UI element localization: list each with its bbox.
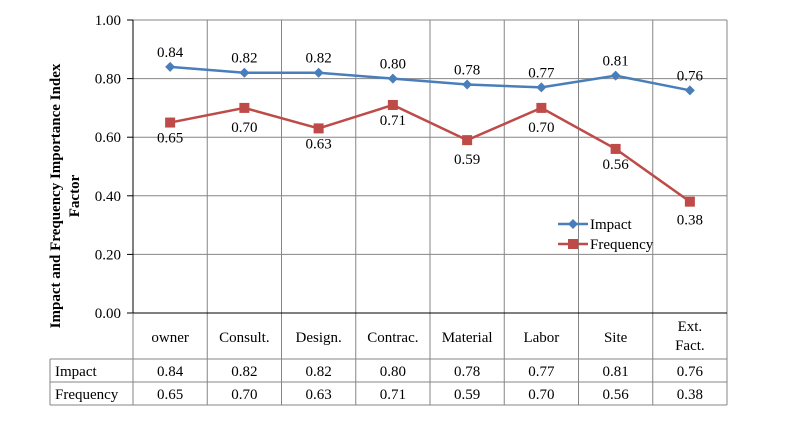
point-frequency: [165, 118, 175, 128]
data-label-frequency: 0.65: [157, 131, 183, 147]
table-cell: 0.81: [603, 364, 629, 380]
y-tick-label: 0.00: [95, 306, 121, 322]
data-label-impact: 0.76: [677, 68, 704, 84]
data-label-impact: 0.82: [306, 51, 332, 67]
point-frequency: [611, 144, 621, 154]
point-frequency: [388, 100, 398, 110]
data-label-impact: 0.80: [380, 57, 406, 73]
data-label-impact: 0.81: [603, 54, 629, 70]
data-label-frequency: 0.59: [454, 152, 480, 168]
table-cell: 0.71: [380, 387, 406, 403]
table-cell: 0.63: [306, 387, 332, 403]
data-label-frequency: 0.70: [528, 120, 554, 136]
legend-marker-impact: [568, 219, 578, 229]
point-impact: [388, 74, 398, 84]
data-label-impact: 0.84: [157, 45, 184, 61]
table-cell: 0.77: [528, 364, 555, 380]
table-row-header: Frequency: [55, 387, 119, 403]
x-tick-label: Site: [604, 330, 628, 346]
data-label-impact: 0.77: [528, 65, 555, 81]
table-cell: 0.65: [157, 387, 183, 403]
table-cell: 0.80: [380, 364, 406, 380]
y-tick-label: 1.00: [95, 13, 121, 29]
data-label-impact: 0.82: [231, 51, 257, 67]
x-tick-label: Labor: [523, 330, 559, 346]
table-row-header: Impact: [55, 364, 97, 380]
chart: 0.00 0.20 0.40 0.60 0.80 1.00 owner Consult. Des…: [0, 0, 806, 426]
table-cell: 0.56: [603, 387, 630, 403]
table-cell: 0.70: [528, 387, 554, 403]
y-tick-label: 0.80: [95, 72, 121, 88]
table-cell: 0.59: [454, 387, 480, 403]
table-cell: 0.82: [306, 364, 332, 380]
point-frequency: [536, 103, 546, 113]
x-tick-label: Contrac.: [367, 330, 418, 346]
data-label-frequency: 0.38: [677, 213, 703, 229]
table-cell: 0.84: [157, 364, 184, 380]
table-cell: 0.78: [454, 364, 480, 380]
y-tick-label: 0.20: [95, 247, 121, 263]
point-impact: [685, 85, 695, 95]
x-tick-label: owner: [151, 330, 189, 346]
x-tick-label: Material: [442, 330, 493, 346]
point-impact: [239, 68, 249, 78]
legend-label-frequency: Frequency: [590, 237, 654, 253]
point-frequency: [685, 197, 695, 207]
y-tick-label: 0.40: [95, 189, 121, 205]
point-impact: [462, 79, 472, 89]
table-cell: 0.76: [677, 364, 704, 380]
data-label-frequency: 0.63: [306, 136, 332, 152]
data-label-frequency: 0.56: [603, 157, 630, 173]
point-impact: [165, 62, 175, 72]
x-tick-label: Consult.: [219, 330, 269, 346]
x-tick-label: Design.: [296, 330, 342, 346]
point-frequency: [462, 135, 472, 145]
y-tick-label: 0.60: [95, 130, 121, 146]
point-impact: [536, 82, 546, 92]
table-cell: 0.38: [677, 387, 703, 403]
point-impact: [314, 68, 324, 78]
point-impact: [611, 71, 621, 81]
y-axis-title: Impact and Frequency Importance Index Fac…: [48, 63, 83, 328]
legend-label-impact: Impact: [590, 217, 632, 233]
data-label-frequency: 0.71: [380, 113, 406, 129]
point-frequency: [314, 123, 324, 133]
x-tick-label: Ext. Fact.: [675, 319, 705, 354]
legend-marker-frequency: [568, 239, 578, 249]
point-frequency: [239, 103, 249, 113]
data-label-impact: 0.78: [454, 62, 480, 78]
table-cell: 0.70: [231, 387, 257, 403]
table-cell: 0.82: [231, 364, 257, 380]
data-label-frequency: 0.70: [231, 120, 257, 136]
